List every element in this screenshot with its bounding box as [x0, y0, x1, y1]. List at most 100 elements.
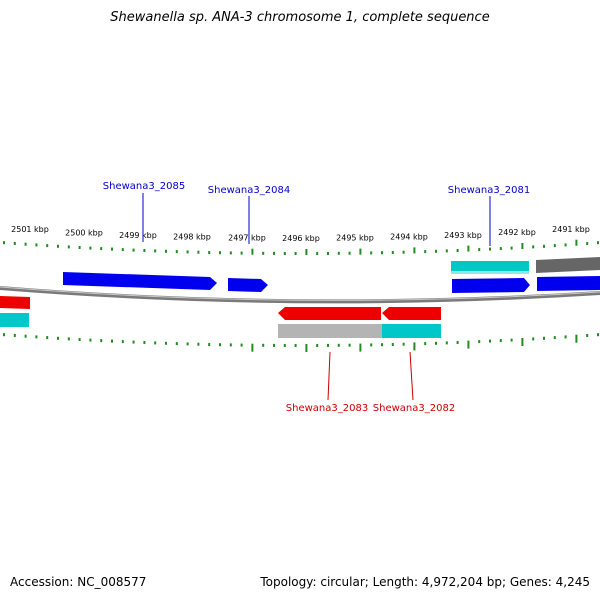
minor-tick	[186, 342, 189, 346]
minor-tick	[294, 344, 297, 347]
minor-tick	[13, 242, 16, 245]
chromosome-backbone	[0, 286, 600, 304]
minor-tick	[111, 247, 113, 251]
minor-tick	[67, 245, 70, 249]
dark-grey-feature[interactable]	[536, 257, 600, 273]
minor-tick	[370, 343, 373, 347]
minor-tick	[402, 250, 405, 254]
minor-tick	[132, 248, 135, 252]
minor-tick	[553, 336, 556, 340]
gene-feature-shewana3-2085[interactable]	[63, 272, 217, 290]
major-tick	[305, 249, 308, 255]
minor-tick	[316, 344, 319, 347]
major-tick	[575, 334, 578, 343]
tick-label: 2491 kbp	[552, 225, 590, 234]
cyan-feature-2082[interactable]	[382, 324, 441, 338]
minor-tick	[283, 344, 286, 347]
cyan-feature-shade	[451, 271, 529, 274]
gene-feature-shewana3-2081[interactable]	[452, 278, 530, 293]
gene-label-leaders	[142, 193, 491, 401]
minor-tick	[35, 243, 38, 247]
gene-label-shewana3-2085[interactable]: Shewana3_2085	[103, 181, 185, 192]
minor-tick	[13, 334, 16, 337]
minor-tick	[3, 333, 5, 337]
tick-label: 2495 kbp	[336, 234, 374, 243]
gene-label-shewana3-2083[interactable]: Shewana3_2083	[286, 403, 368, 414]
minor-tick	[46, 336, 49, 340]
gene-feature-left-edge-red[interactable]	[0, 296, 30, 309]
genome-summary: Topology: circular; Length: 4,972,204 bp…	[260, 575, 590, 589]
gene-label-shewana3-2084[interactable]: Shewana3_2084	[208, 185, 290, 196]
minor-tick	[57, 244, 59, 248]
minor-tick	[337, 251, 340, 255]
cyan-feature-2081[interactable]	[451, 261, 529, 274]
minor-tick	[57, 336, 59, 340]
minor-tick	[597, 241, 599, 245]
gene-feature-shewana3-2084[interactable]	[228, 278, 268, 292]
minor-tick	[348, 251, 351, 255]
minor-tick	[165, 341, 167, 345]
minor-tick	[553, 244, 556, 248]
minor-tick	[165, 249, 167, 253]
gene-label-shewana3-2082[interactable]: Shewana3_2082	[373, 403, 455, 414]
gene-feature-right-edge[interactable]	[537, 276, 600, 291]
tick-label: 2500 kbp	[65, 228, 103, 237]
minor-tick	[24, 334, 27, 338]
gene-feature-shewana3-2083[interactable]	[278, 307, 381, 320]
gene-feature-shewana3-2082[interactable]	[382, 307, 441, 320]
minor-tick	[564, 335, 567, 339]
minor-tick	[78, 338, 81, 341]
forward-strand-features	[63, 257, 600, 293]
minor-tick	[424, 342, 427, 346]
tick-label: 2497 kbp	[228, 234, 266, 243]
minor-tick	[46, 244, 49, 248]
minor-tick	[586, 334, 589, 337]
minor-tick	[229, 343, 232, 347]
major-tick	[413, 342, 416, 351]
cyan-feature-left-edge[interactable]	[0, 313, 29, 327]
minor-tick	[262, 251, 265, 255]
minor-tick	[197, 342, 200, 346]
gene-label-shewana3-2081[interactable]: Shewana3_2081	[448, 185, 530, 196]
minor-tick	[208, 343, 211, 346]
minor-tick	[240, 251, 243, 255]
minor-tick	[294, 252, 297, 255]
major-tick	[521, 243, 524, 249]
minor-tick	[327, 343, 329, 347]
minor-tick	[283, 252, 286, 255]
minor-tick	[111, 339, 113, 343]
minor-tick	[89, 246, 92, 250]
major-tick	[521, 338, 524, 346]
minor-tick	[391, 343, 394, 346]
minor-tick	[154, 249, 157, 253]
minor-tick	[597, 333, 599, 337]
minor-tick	[445, 341, 448, 345]
minor-tick	[273, 343, 275, 347]
minor-tick	[186, 250, 189, 254]
major-tick	[467, 245, 470, 252]
tick-label: 2493 kbp	[444, 231, 482, 240]
tick-label: 2496 kbp	[282, 234, 320, 243]
minor-tick	[456, 249, 459, 252]
tick-labels: 2501 kbp 2500 kbp 2499 kbp 2498 kbp 2497 kbp…	[11, 225, 590, 243]
minor-tick	[219, 251, 221, 255]
tick-label: 2499 kbp	[119, 231, 157, 240]
minor-tick	[435, 341, 437, 345]
grey-feature-2083[interactable]	[278, 324, 382, 338]
minor-tick	[532, 337, 535, 341]
reverse-strand-features	[0, 296, 441, 338]
minor-tick	[208, 251, 211, 254]
minor-tick	[445, 249, 448, 253]
minor-tick	[35, 335, 38, 339]
major-tick	[413, 247, 416, 254]
backbone-highlight	[0, 286, 600, 301]
major-tick	[305, 344, 308, 352]
minor-tick	[175, 342, 178, 346]
tick-label: 2492 kbp	[498, 228, 536, 237]
minor-tick	[24, 242, 27, 246]
minor-tick	[175, 250, 178, 254]
minor-tick	[348, 343, 351, 347]
minor-tick	[478, 340, 481, 344]
tick-label: 2494 kbp	[390, 233, 428, 242]
minor-tick	[532, 245, 535, 249]
